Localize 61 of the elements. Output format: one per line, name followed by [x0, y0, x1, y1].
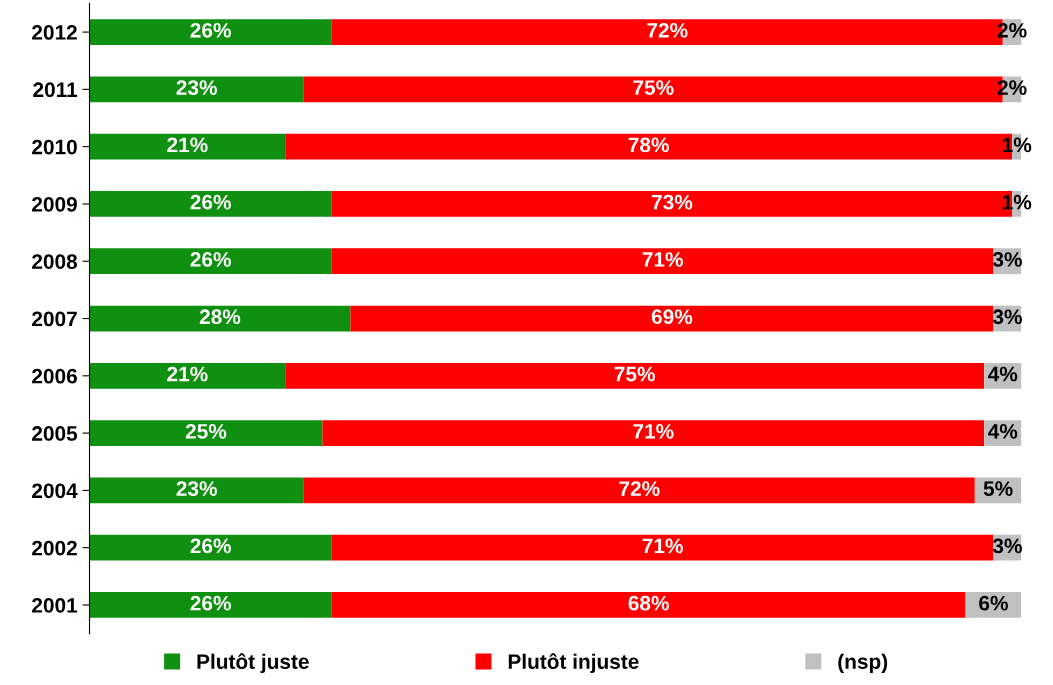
data-label: 3%: [992, 309, 1022, 325]
bar: [89, 362, 286, 389]
bar: [89, 76, 304, 103]
bar: [89, 305, 351, 332]
data-label: 26%: [190, 595, 231, 611]
data-label: 71%: [642, 538, 683, 554]
y-tick-label: 2005: [32, 426, 78, 441]
bar: [331, 592, 966, 618]
bar: [331, 534, 994, 561]
bar: [322, 420, 985, 446]
data-label: 23%: [176, 80, 217, 95]
legend-label: Plutôt injuste: [508, 653, 639, 674]
data-label: 71%: [633, 424, 674, 439]
data-label: 21%: [167, 137, 208, 153]
bar: [89, 477, 304, 504]
data-label: 21%: [167, 366, 208, 382]
bar: [303, 477, 975, 504]
y-tick-label: 2002: [32, 540, 77, 556]
data-label: 26%: [190, 22, 231, 38]
data-label: 69%: [651, 309, 693, 325]
y-tick-label: 2008: [32, 254, 78, 269]
data-label: 3%: [992, 252, 1022, 267]
y-tick-label: 2004: [32, 483, 78, 499]
y-tick-label: 2006: [32, 368, 77, 384]
data-label: 5%: [983, 481, 1013, 496]
bar: [89, 420, 323, 446]
bar: [89, 248, 332, 275]
bar: [89, 191, 332, 217]
bar: [89, 534, 332, 561]
y-tick-label: 2012: [32, 25, 77, 40]
data-label: 68%: [628, 595, 669, 611]
bar: [89, 592, 332, 618]
data-label: 26%: [190, 538, 231, 554]
y-tick-label: 2009: [32, 196, 77, 212]
data-label: 75%: [633, 80, 674, 95]
data-label: 72%: [619, 481, 660, 496]
y-tick-label: 2010: [32, 139, 77, 155]
legend-label: (nsp): [838, 653, 888, 674]
data-label: 26%: [190, 252, 231, 267]
bar: [89, 19, 332, 45]
data-label: 25%: [185, 423, 227, 439]
bar: [331, 248, 994, 275]
data-label: 3%: [992, 538, 1022, 554]
data-label: 4%: [988, 424, 1018, 439]
legend-label: Plutôt juste: [197, 653, 309, 674]
bar: [285, 362, 985, 389]
data-label: 23%: [176, 481, 217, 497]
data-label: 28%: [199, 309, 241, 325]
data-label: 26%: [190, 194, 231, 210]
data-label: 73%: [651, 194, 693, 210]
data-label: 4%: [988, 366, 1018, 382]
data-label: 72%: [647, 22, 688, 38]
data-label: 6%: [979, 595, 1008, 611]
y-tick-label: 2001: [32, 597, 78, 613]
bar: [350, 305, 994, 332]
data-label: 78%: [628, 137, 669, 153]
bar: [89, 133, 286, 160]
y-tick-label: 2007: [32, 311, 77, 327]
data-label: 75%: [614, 366, 655, 382]
data-label: 71%: [642, 252, 683, 267]
y-tick-label: 2011: [33, 82, 78, 98]
